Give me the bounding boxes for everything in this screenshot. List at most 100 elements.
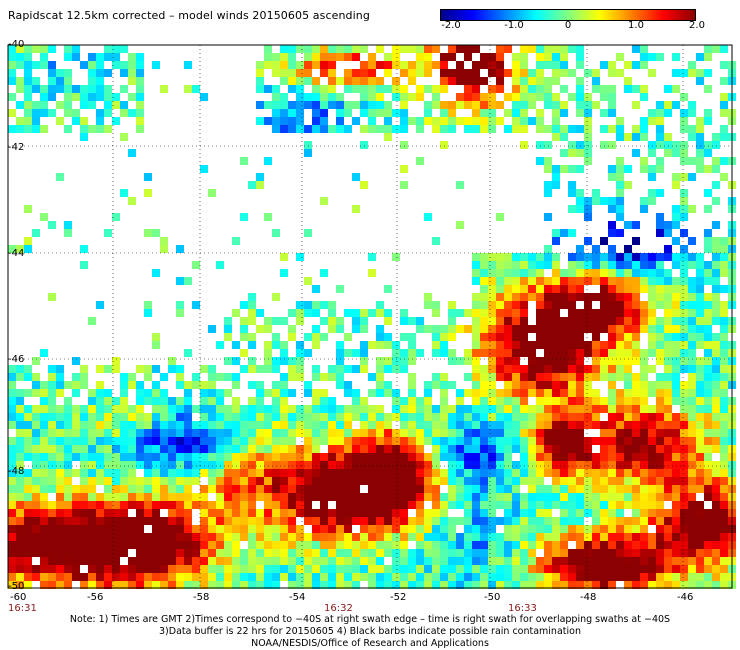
wind-cell [288,45,296,53]
wind-cell [72,485,80,493]
wind-cell [16,101,24,109]
wind-cell [496,261,504,269]
wind-cell [56,565,64,573]
wind-cell [408,413,416,421]
wind-cell [376,405,384,413]
wind-cell [240,325,248,333]
wind-cell [360,541,368,549]
wind-cell [208,533,216,541]
wind-cell [536,157,544,165]
wind-cell [328,517,336,525]
wind-cell [184,509,192,517]
wind-cell [608,509,616,517]
wind-cell [200,557,208,565]
wind-cell [16,45,24,53]
wind-cell [520,125,528,133]
wind-cell [8,381,16,389]
wind-cell [464,405,472,413]
wind-cell [72,117,80,125]
wind-cell [528,549,536,557]
wind-cell [56,365,64,373]
wind-cell [344,421,352,429]
wind-cell [616,285,624,293]
wind-cell [176,557,184,565]
wind-cell [512,437,520,445]
wind-cell [80,437,88,445]
wind-cell [112,61,120,69]
wind-cell [408,485,416,493]
wind-cell [568,333,576,341]
wind-cell [600,485,608,493]
wind-cell [664,269,672,277]
wind-cell [688,349,696,357]
wind-cell [600,397,608,405]
wind-cell [632,421,640,429]
wind-cell [192,301,200,309]
wind-cell [648,421,656,429]
wind-cell [424,325,432,333]
wind-cell [96,53,104,61]
wind-cell [72,357,80,365]
wind-cell [240,421,248,429]
wind-cell [488,405,496,413]
wind-cell [136,437,144,445]
wind-cell [80,517,88,525]
wind-cell [72,85,80,93]
wind-cell [656,349,664,357]
wind-cell [584,365,592,373]
wind-cell [488,549,496,557]
wind-cell [416,157,424,165]
wind-cell [320,421,328,429]
wind-cell [696,381,704,389]
wind-cell [528,509,536,517]
wind-cell [88,413,96,421]
wind-cell [552,93,560,101]
wind-cell [304,61,312,69]
wind-cell [88,405,96,413]
wind-cell [456,101,464,109]
wind-cell [632,133,640,141]
wind-cell [480,557,488,565]
wind-cell [720,333,728,341]
wind-cell [704,45,712,53]
wind-cell [592,461,600,469]
wind-cell [504,365,512,373]
wind-cell [656,509,664,517]
wind-cell [80,421,88,429]
wind-cell [360,181,368,189]
wind-cell [320,469,328,477]
wind-cell [480,117,488,125]
wind-cell [576,285,584,293]
wind-cell [720,445,728,453]
wind-cell [320,533,328,541]
wind-cell [552,381,560,389]
wind-cell [584,261,592,269]
wind-cell [328,317,336,325]
wind-cell [136,381,144,389]
wind-cell [328,405,336,413]
wind-cell [696,317,704,325]
wind-cell [488,285,496,293]
wind-cell [288,565,296,573]
wind-cell [456,557,464,565]
wind-cell [240,413,248,421]
wind-cell [304,381,312,389]
wind-cell [168,525,176,533]
wind-cell [608,61,616,69]
wind-cell [600,565,608,573]
wind-cell [640,381,648,389]
wind-cell [480,509,488,517]
wind-cell [488,365,496,373]
wind-cell [192,373,200,381]
wind-cell [664,461,672,469]
wind-cell [328,421,336,429]
wind-cell [560,501,568,509]
wind-cell [696,341,704,349]
wind-cell [208,429,216,437]
wind-cell [512,261,520,269]
wind-cell [232,557,240,565]
wind-cell [496,61,504,69]
wind-cell [656,269,664,277]
wind-cell [8,581,16,589]
wind-cell [600,437,608,445]
